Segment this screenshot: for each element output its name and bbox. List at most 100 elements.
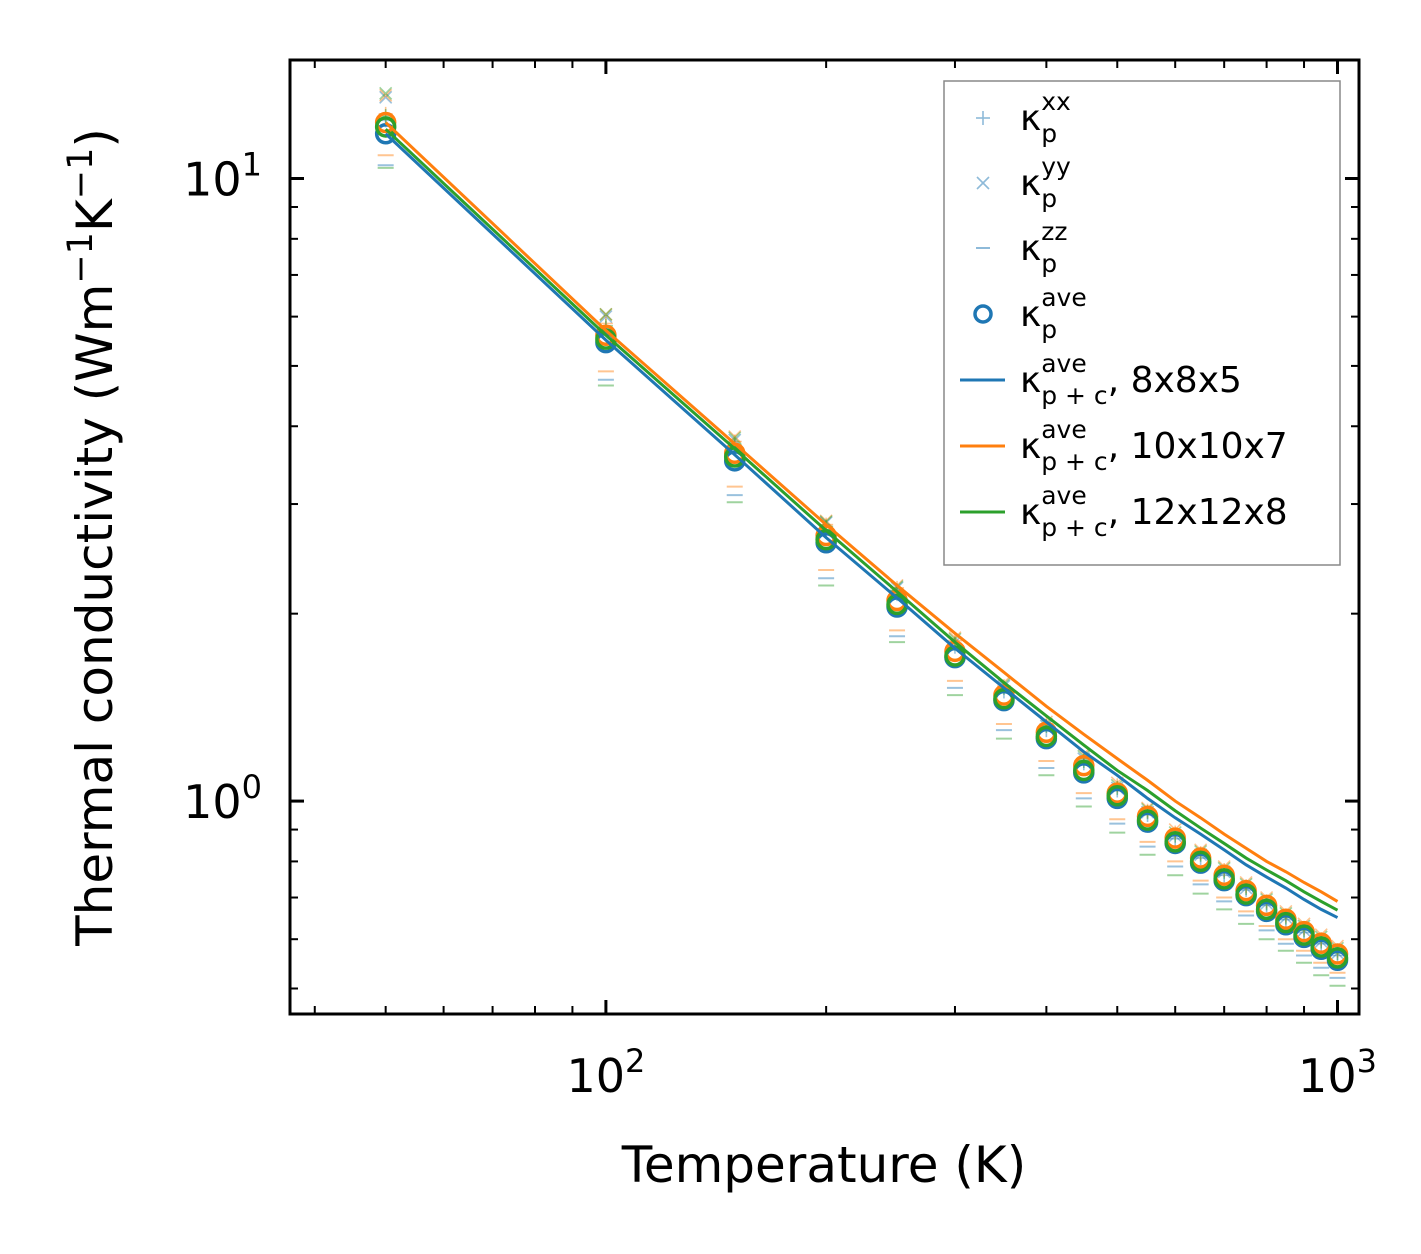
kyy-point-12x12x8-50: [379, 86, 393, 100]
kyy-point-10x10x7-50: [379, 88, 393, 102]
legend-subscript: p: [1041, 315, 1057, 344]
x-axis-label: Temperature (K): [621, 1136, 1026, 1194]
kyy-point-10x10x7-200: [819, 514, 833, 528]
kave-point-12x12x8-850: [1275, 911, 1297, 934]
x-tick-label-100: 102: [566, 1042, 645, 1103]
kyy-point-8x8x5-100: [599, 310, 613, 324]
kyy-point-10x10x7-100-d2: [599, 307, 613, 321]
kave-point-12x12x8-500: [1106, 784, 1129, 807]
x-tick-label-100-base: 10: [566, 1049, 625, 1103]
legend-entry-7: κave p + c, 12x12x8: [960, 481, 1288, 542]
y-tick-label-1-exp: 0: [242, 768, 262, 806]
legend-entry-4: κave p: [973, 283, 1087, 344]
legend-symbol: κ: [1020, 426, 1041, 467]
plot-frame: [288, 58, 1361, 1016]
legend-label-4: κave p: [1020, 283, 1087, 344]
legend-marker-cross: [976, 176, 990, 190]
legend-symbol: κ: [1020, 163, 1041, 204]
kave-point-12x12x8-450: [1073, 759, 1095, 782]
legend-label-1: κxx p: [1020, 87, 1071, 148]
y-axis-label: Thermal conductivity (Wm−1K−1): [61, 128, 124, 947]
kyy-point-8x8x5-100-d2: [599, 310, 613, 324]
legend-entry-2: κyy p: [976, 152, 1071, 213]
x-tick-label-1000-exp: 3: [1357, 1042, 1377, 1080]
legend-mesh-suffix: , 8x8x5: [1108, 360, 1242, 401]
legend-entry-5: κave p + c, 8x8x5: [960, 349, 1242, 410]
legend-subscript: p + c: [1041, 513, 1107, 542]
y-tick-label-10: 101: [183, 145, 262, 206]
legend-symbol: κ: [1020, 98, 1041, 139]
legend-entry-6: κave p + c, 10x10x7: [960, 415, 1288, 476]
y-tick-label-1-base: 10: [183, 775, 242, 829]
legend-superscript: ave: [1041, 349, 1087, 378]
kave-point-12x12x8-600: [1164, 831, 1186, 853]
kave-point-12x12x8-900: [1293, 924, 1315, 946]
kyy-point-8x8x5-50-d2: [379, 90, 393, 104]
legend-subscript: p + c: [1041, 381, 1107, 410]
kave-point-12x12x8-650: [1189, 850, 1212, 873]
y-tick-label-1: 100: [183, 768, 262, 829]
kyy-point-12x12x8-150-d1: [728, 431, 742, 445]
kyy-point-8x8x5-50-d1: [379, 90, 393, 104]
y-tick-label-10-base: 10: [183, 152, 242, 206]
legend-superscript: yy: [1041, 152, 1071, 181]
fit-line-10x10x7: [384, 121, 1339, 903]
legend-superscript: ave: [1041, 283, 1087, 312]
legend-superscript: ave: [1041, 481, 1087, 510]
legend-entry-3: κzz p: [976, 217, 1067, 278]
legend-marker-circle: [973, 304, 993, 324]
y-axis-label-mid: K: [66, 198, 124, 232]
x-tick-label-1000: 103: [1298, 1042, 1377, 1103]
kave-point-8x8x5-50: [374, 122, 397, 145]
x-tick-label-100-exp: 2: [625, 1042, 645, 1080]
y-axis-label-end: ): [66, 128, 124, 148]
legend-entry-1: κxx p: [976, 87, 1071, 148]
kyy-point-10x10x7-100: [599, 307, 613, 321]
legend-symbol: κ: [1020, 360, 1041, 401]
fit-line-12x12x8: [384, 128, 1339, 912]
legend-label-5: κave p + c, 8x8x5: [1020, 349, 1242, 410]
fit-line-8x8x5: [384, 132, 1339, 919]
legend-symbol: κ: [1020, 228, 1041, 269]
kyy-point-12x12x8-50-d2: [379, 86, 393, 100]
kave-point-12x12x8-400: [1035, 725, 1058, 748]
kxx-point-10x10x7-100: [598, 316, 613, 331]
legend-marker-cross-d2: [976, 176, 990, 190]
kyy-point-10x10x7-200-d1: [819, 514, 833, 528]
kave-point-12x12x8-700: [1213, 868, 1235, 890]
legend-mesh-suffix: , 10x10x7: [1108, 426, 1288, 467]
legend-symbol: κ: [1020, 294, 1041, 335]
y-axis-label-exp1: −1: [61, 232, 101, 284]
kave-point-12x12x8-550: [1136, 809, 1159, 831]
kave-point-12x12x8-950: [1310, 936, 1332, 958]
kave-point-12x12x8-1000: [1326, 947, 1349, 969]
legend-label-7: κave p + c, 12x12x8: [1020, 481, 1288, 542]
legend-mesh-suffix: , 12x12x8: [1108, 492, 1288, 533]
kyy-point-12x12x8-100: [599, 307, 613, 321]
legend-label-6: κave p + c, 10x10x7: [1020, 415, 1288, 476]
kyy-point-8x8x5-50: [379, 90, 393, 104]
y-axis-label-base: Thermal conductivity (Wm: [66, 284, 124, 947]
data-layer: [374, 86, 1349, 987]
legend-marker-plus: [976, 111, 990, 125]
legend-label-3: κzz p: [1020, 217, 1067, 278]
legend-subscript: p: [1041, 184, 1057, 213]
y-tick-label-10-exp: 1: [242, 145, 262, 183]
legend-subscript: p: [1041, 249, 1057, 278]
kyy-point-10x10x7-50-d2: [379, 88, 393, 102]
legend-box: [943, 80, 1341, 566]
y-axis-label-exp2: −1: [61, 148, 101, 200]
kave-point-12x12x8-50: [374, 116, 397, 138]
legend-label-2: κyy p: [1020, 152, 1071, 213]
legend-subscript: p: [1041, 119, 1057, 148]
kyy-point-10x10x7-150-d1: [728, 430, 742, 444]
kave-point-12x12x8-750: [1235, 883, 1257, 905]
kyy-point-10x10x7-200-d2: [819, 514, 833, 528]
kyy-point-12x12x8-100-d1: [599, 307, 613, 321]
x-tick-label-1000-base: 10: [1298, 1049, 1357, 1103]
kyy-point-10x10x7-50-d1: [379, 88, 393, 102]
kave-point-12x12x8-800: [1255, 898, 1278, 921]
